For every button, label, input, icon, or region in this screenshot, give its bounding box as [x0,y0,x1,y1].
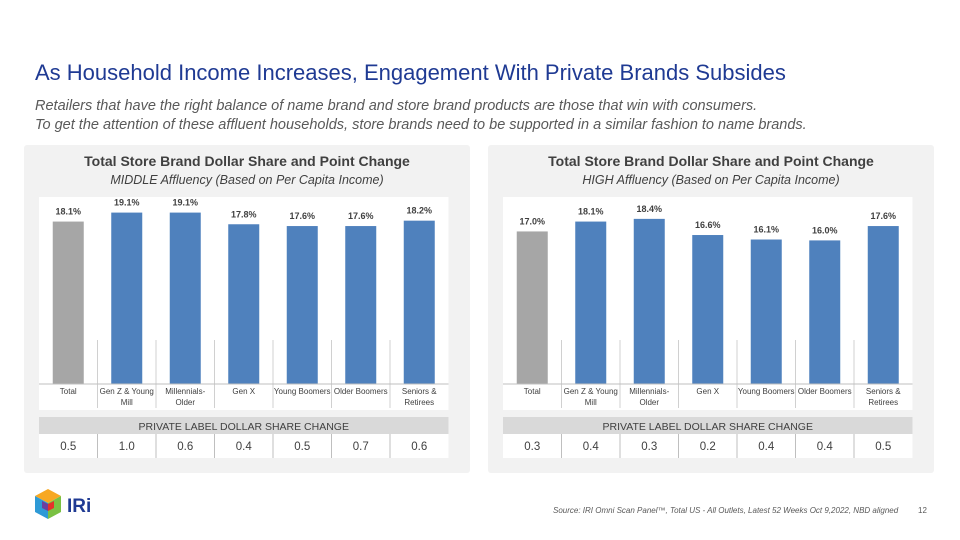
chart-middle-affluency: Total Store Brand Dollar Share and Point… [39,153,449,458]
bar-3 [692,235,724,384]
bar-4 [750,239,782,384]
bar-value-label: 16.1% [753,225,779,235]
category-label: Young Boomers [738,387,795,396]
bar-value-label: 18.2% [406,206,432,216]
bar-5 [809,240,841,384]
table-value: 0.4 [583,441,600,453]
bar-2 [633,218,665,384]
table-value: 0.5 [875,441,891,453]
table-header: PRIVATE LABEL DOLLAR SHARE CHANGE [139,421,349,433]
bar-value-label: 17.6% [348,211,374,221]
table-row-bg [39,434,449,458]
bar-0 [516,231,548,384]
category-label: Retirees [868,398,898,407]
category-label: Mill [121,398,133,407]
chart-subtitle: HIGH Affluency (Based on Per Capita Inco… [582,173,839,187]
bar-3 [228,224,260,384]
bar-4 [286,226,318,384]
bar-1 [111,212,143,384]
bar-value-label: 17.6% [870,211,896,221]
subtitle-line-1: Retailers that have the right balance of… [35,98,758,114]
table-value: 0.7 [353,441,369,453]
category-label: Millennials- [165,387,205,396]
table-value: 0.5 [60,441,76,453]
bar-value-label: 17.6% [289,211,315,221]
chart-subtitle: MIDDLE Affluency (Based on Per Capita In… [110,173,383,187]
category-label: Gen Z & Young [564,387,618,396]
bar-value-label: 19.1% [172,198,198,208]
category-label: Older Boomers [798,387,852,396]
page-number: 12 [918,506,927,515]
category-label: Mill [585,398,597,407]
bar-0 [52,221,84,384]
table-value: 0.3 [641,441,657,453]
table-value: 0.4 [817,441,834,453]
category-label: Total [60,387,77,396]
bar-value-label: 18.1% [55,207,81,217]
category-label: Older [639,398,659,407]
logo-cube-inner [42,501,48,511]
category-label: Seniors & [866,387,901,396]
table-value: 0.3 [524,441,540,453]
chart-title: Total Store Brand Dollar Share and Point… [84,153,410,169]
table-header: PRIVATE LABEL DOLLAR SHARE CHANGE [603,421,813,433]
bar-6 [867,226,899,384]
category-label: Gen X [232,387,255,396]
table-value: 0.6 [177,441,193,453]
chart-high-affluency: Total Store Brand Dollar Share and Point… [503,153,913,458]
chart-panel-high-affluency: Total Store Brand Dollar Share and Point… [488,145,934,473]
logo-text: IRi [67,496,91,517]
chart-title: Total Store Brand Dollar Share and Point… [548,153,874,169]
bar-value-label: 19.1% [114,198,140,208]
chart-panel-middle-affluency: Total Store Brand Dollar Share and Point… [24,145,470,473]
category-label: Older Boomers [334,387,388,396]
category-label: Gen Z & Young [100,387,154,396]
table-value: 1.0 [119,441,135,453]
subtitle-line-2: To get the attention of these affluent h… [35,117,807,133]
bar-value-label: 16.6% [695,220,721,230]
bar-1 [575,221,607,384]
table-row-bg [503,434,913,458]
table-header-bg [39,417,449,434]
table-value: 0.6 [411,441,427,453]
bar-value-label: 17.8% [231,209,257,219]
bar-5 [345,226,377,384]
category-label: Older [175,398,195,407]
category-label: Seniors & [402,387,437,396]
slide-subtitle: Retailers that have the right balance of… [35,97,807,135]
bar-value-label: 18.4% [636,204,662,214]
bar-value-label: 16.0% [812,225,838,235]
table-header-bg [503,417,913,434]
table-value: 0.2 [700,441,716,453]
category-label: Retirees [404,398,434,407]
bar-6 [403,220,435,384]
source-note: Source: IRI Omni Scan Panel™, Total US -… [553,506,899,515]
category-label: Gen X [696,387,719,396]
bar-value-label: 17.0% [519,216,545,226]
logo-cube-inner2 [48,501,54,511]
slide-title: As Household Income Increases, Engagemen… [35,60,786,85]
table-value: 0.4 [758,441,775,453]
table-value: 0.5 [294,441,310,453]
iri-logo: IRi [33,487,103,528]
bar-2 [169,212,201,384]
category-label: Young Boomers [274,387,331,396]
logo-cube-right [48,496,61,519]
table-value: 0.4 [236,441,253,453]
bar-value-label: 18.1% [578,207,604,217]
category-label: Total [524,387,541,396]
category-label: Millennials- [629,387,669,396]
logo-cube-left [35,496,48,519]
